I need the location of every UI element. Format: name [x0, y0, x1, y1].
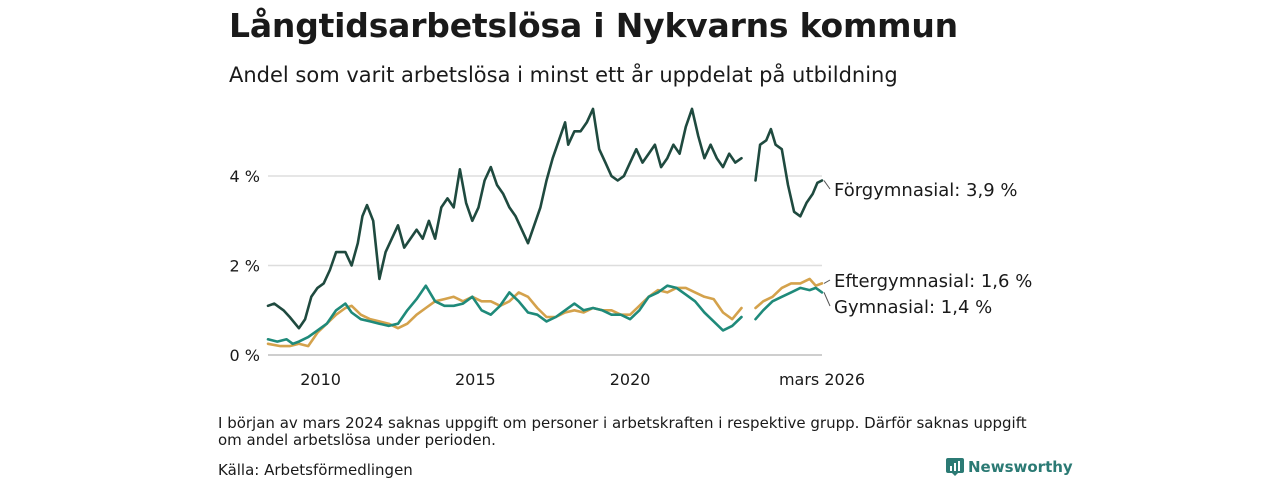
series-end-label: Förgymnasial: 3,9 %	[834, 180, 1018, 201]
brand-name: Newsworthy	[968, 458, 1073, 476]
series-end-labels: Förgymnasial: 3,9 % Eftergymnasial: 1,6 %…	[823, 180, 1032, 318]
label-leader-line	[823, 279, 831, 284]
label-leader-line	[823, 180, 831, 190]
chart-title: Långtidsarbetslösa i Nykvarns kommun	[229, 6, 958, 45]
footnote: I början av mars 2024 saknas uppgift om …	[218, 414, 1027, 449]
chart-subtitle: Andel som varit arbetslösa i minst ett å…	[229, 63, 898, 87]
y-tick-label: 0 %	[230, 346, 260, 365]
source-text: Källa: Arbetsförmedlingen	[218, 461, 413, 479]
series-lines	[266, 107, 824, 348]
x-tick-label: 2020	[610, 370, 651, 389]
gridlines	[268, 175, 822, 356]
axes: 0 % 2 % 4 % 2010 2015 2020 mars 2026	[230, 167, 866, 389]
series-line-eftergymnasial	[754, 277, 824, 310]
series-line-förgymnasial	[754, 127, 824, 218]
series-end-label: Eftergymnasial: 1,6 %	[834, 271, 1032, 292]
line-chart: 0 % 2 % 4 % 2010 2015 2020 mars 2026 Förgymnas…	[230, 107, 1032, 389]
series-line-förgymnasial	[266, 107, 743, 330]
newsworthy-icon	[946, 458, 964, 476]
x-tick-label: 2010	[300, 370, 341, 389]
x-tick-label: mars 2026	[779, 370, 865, 389]
y-tick-label: 4 %	[230, 167, 260, 186]
x-tick-label: 2015	[455, 370, 496, 389]
series-line-gymnasial	[266, 284, 743, 346]
brand-logo[interactable]: Newsworthy	[946, 458, 1073, 476]
series-end-label: Gymnasial: 1,4 %	[834, 297, 992, 318]
series-line-eftergymnasial	[266, 286, 743, 348]
label-leader-line	[823, 292, 831, 307]
y-tick-label: 2 %	[230, 257, 260, 276]
series-line-gymnasial	[754, 286, 824, 321]
